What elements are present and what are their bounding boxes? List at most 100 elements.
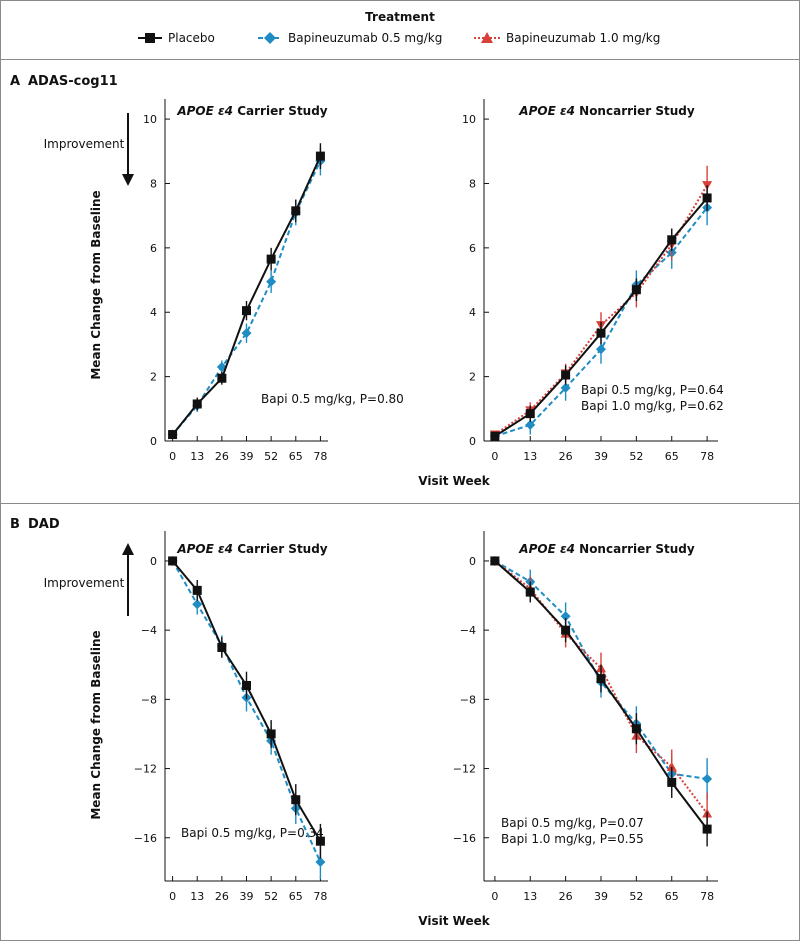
x-tick-label: 26: [215, 890, 229, 903]
series-placebo: [168, 143, 325, 440]
panel-b-ylabel: Mean Change from Baseline: [89, 630, 103, 819]
y-tick-label: 6: [469, 242, 476, 255]
series-placebo: [490, 185, 712, 441]
data-point: [490, 556, 500, 566]
x-tick-label: 13: [523, 890, 537, 903]
data-point: [168, 556, 178, 566]
y-tick-label: 2: [150, 371, 157, 384]
x-tick-label: 26: [559, 450, 573, 463]
data-point: [315, 836, 325, 846]
x-tick-label: 65: [665, 890, 679, 903]
data-point: [667, 777, 677, 787]
panel-a-header: A ADAS-cog11 Improvement Mean Change fro…: [10, 74, 491, 488]
data-point: [560, 382, 571, 393]
y-tick-label: 10: [462, 113, 476, 126]
y-tick-label: 0: [150, 555, 157, 568]
p-value-annotation: Bapi 0.5 mg/kg, P=0.07: [501, 816, 644, 830]
legend-label-placebo: Placebo: [168, 31, 215, 45]
data-point: [315, 856, 326, 867]
x-tick-label: 78: [313, 890, 327, 903]
x-tick-label: 52: [264, 890, 278, 903]
x-tick-label: 26: [559, 890, 573, 903]
y-tick-label: −8: [141, 693, 157, 706]
data-point: [596, 328, 606, 338]
y-tick-label: 0: [469, 435, 476, 448]
chart-title-italic: APOE ε4: [176, 104, 233, 118]
y-tick-label: 10: [143, 113, 157, 126]
panel-a-letter: A: [10, 74, 20, 89]
data-point: [192, 585, 202, 595]
x-tick-label: 39: [240, 450, 254, 463]
legend-title: Treatment: [365, 10, 435, 24]
y-tick-label: 0: [150, 435, 157, 448]
x-tick-label: 13: [190, 450, 204, 463]
data-point: [266, 729, 276, 739]
chart-b-carrier: APOE ε4 Carrier Study 0 −4 −8 −12 −16 0 13 26 39 5…: [134, 531, 328, 903]
x-tick-label: 0: [491, 890, 498, 903]
p-value-annotation: Bapi 1.0 mg/kg, P=0.62: [581, 399, 724, 413]
x-tick-label: 52: [629, 450, 643, 463]
chart-title-rest: Noncarrier Study: [575, 104, 695, 118]
series-line: [494, 184, 708, 436]
x-tick-label: 39: [594, 890, 608, 903]
panel-b-xlabel: Visit Week: [418, 914, 490, 928]
p-value-annotation: Bapi 0.5 mg/kg, P=0.64: [581, 383, 724, 397]
legend-marker-bapi-05: [264, 32, 276, 44]
x-tick-label: 52: [629, 890, 643, 903]
data-point: [596, 344, 606, 355]
legend-label-bapi-10: Bapineuzumab 1.0 mg/kg: [506, 31, 660, 45]
y-tick-label: 4: [150, 306, 157, 319]
panel-a-improvement-label: Improvement: [44, 137, 125, 151]
legend-label-bapi-05: Bapineuzumab 0.5 mg/kg: [288, 31, 442, 45]
x-tick-label: 39: [594, 450, 608, 463]
chart-title: APOE ε4 Noncarrier Study: [518, 542, 695, 556]
data-point: [525, 409, 535, 419]
data-point: [490, 431, 500, 441]
legend: Treatment Placebo Bapineuzumab 0.5 mg/kg…: [138, 10, 660, 45]
data-point: [242, 306, 251, 316]
data-point: [666, 761, 677, 771]
y-tick-label: 0: [469, 555, 476, 568]
p-value-annotation: Bapi 0.5 mg/kg, P=0.80: [261, 392, 404, 406]
data-point: [217, 373, 227, 383]
x-tick-label: 78: [700, 450, 714, 463]
x-tick-label: 13: [523, 450, 537, 463]
data-point: [241, 328, 252, 339]
y-tick-label: 8: [469, 177, 476, 190]
y-tick-label: 4: [469, 306, 476, 319]
panel-a-ylabel: Mean Change from Baseline: [89, 190, 103, 379]
x-tick-label: 52: [264, 450, 278, 463]
chart-title: APOE ε4 Noncarrier Study: [518, 104, 695, 118]
data-point: [631, 724, 641, 734]
chart-title-italic: APOE ε4: [176, 542, 233, 556]
data-point: [192, 599, 203, 610]
panel-b-title: DAD: [28, 517, 60, 532]
x-tick-label: 65: [665, 450, 679, 463]
data-point: [667, 235, 677, 245]
data-point: [315, 151, 325, 161]
improvement-arrow-up-icon: [122, 543, 134, 616]
x-tick-label: 13: [190, 890, 204, 903]
panel-b-header: B DAD Improvement Mean Change from Basel…: [10, 517, 491, 928]
y-tick-label: 8: [150, 177, 157, 190]
chart-a-noncarrier: APOE ε4 Noncarrier Study 0 2 4 6 8 10 0 13 26 39 52…: [462, 99, 724, 463]
x-tick-label: 65: [289, 450, 303, 463]
legend-marker-placebo: [145, 33, 155, 43]
data-point: [702, 773, 713, 784]
chart-title-rest: Noncarrier Study: [575, 542, 695, 556]
data-point: [525, 419, 536, 430]
chart-title-rest: Carrier Study: [233, 104, 328, 118]
legend-entry-bapi-10: Bapineuzumab 1.0 mg/kg: [474, 31, 660, 45]
x-tick-label: 0: [169, 890, 176, 903]
data-point: [561, 625, 571, 635]
p-value-annotation: Bapi 1.0 mg/kg, P=0.55: [501, 832, 644, 846]
data-point: [266, 276, 277, 287]
y-tick-label: −12: [453, 763, 476, 776]
y-tick-label: −12: [134, 763, 157, 776]
x-tick-label: 0: [491, 450, 498, 463]
chart-title-italic: APOE ε4: [518, 542, 575, 556]
x-tick-label: 39: [240, 890, 254, 903]
legend-entry-bapi-05: Bapineuzumab 0.5 mg/kg: [258, 31, 442, 45]
data-point: [242, 681, 251, 691]
